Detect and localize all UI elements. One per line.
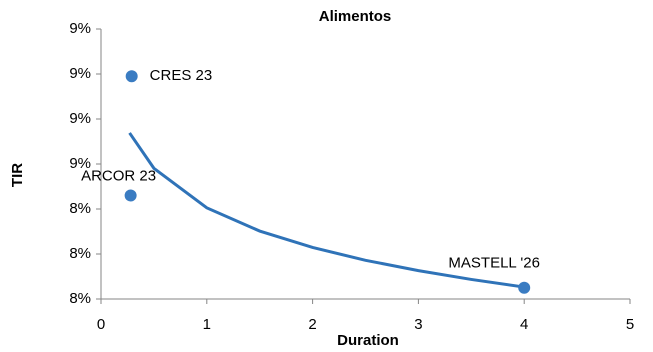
- x-axis-label: Duration: [337, 332, 399, 349]
- trendline: [128, 132, 525, 289]
- chart-title: Alimentos: [319, 8, 392, 25]
- y-tick-label: 9%: [69, 110, 91, 127]
- x-tick-label: 0: [97, 316, 105, 333]
- point: [518, 281, 531, 294]
- y-tick-label: 9%: [69, 65, 91, 82]
- y-tick-label: 9%: [69, 155, 91, 172]
- y-tick-label: 8%: [69, 290, 91, 307]
- x-tick-label: 4: [520, 316, 528, 333]
- point-label: ARCOR 23: [81, 167, 156, 184]
- x-tick-label: 2: [308, 316, 316, 333]
- point: [125, 70, 138, 83]
- x-tick-label: 3: [414, 316, 422, 333]
- y-tick-label: 8%: [69, 245, 91, 262]
- y-tick-label: 8%: [69, 200, 91, 217]
- point-label: CRES 23: [150, 67, 213, 84]
- y-axis-label: TIR: [9, 163, 26, 187]
- point: [124, 189, 137, 202]
- y-tick-label: 9%: [69, 20, 91, 37]
- x-tick-label: 1: [203, 316, 211, 333]
- x-tick-label: 5: [626, 316, 634, 333]
- point-label: MASTELL '26: [448, 255, 540, 272]
